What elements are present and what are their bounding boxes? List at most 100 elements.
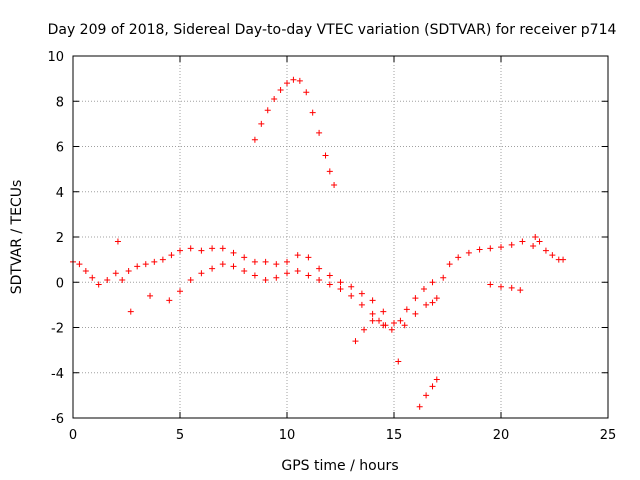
data-point: [465, 249, 472, 256]
y-tick-label: 2: [56, 231, 64, 246]
tick-labels: 0 5 10 15 20 25 -6 -4 -2 0 2 4 6 8 10: [47, 50, 616, 443]
data-point: [151, 258, 158, 265]
grid: [73, 56, 608, 418]
data-point: [219, 261, 226, 268]
data-point: [82, 267, 89, 274]
data-point: [455, 254, 462, 261]
x-tick-label: 15: [386, 428, 403, 443]
data-point: [433, 295, 440, 302]
data-point: [309, 109, 316, 116]
series-recovery: [433, 238, 526, 302]
y-axis-label: SDTVAR / TECUs: [9, 180, 25, 295]
data-point: [147, 292, 154, 299]
data-point: [262, 258, 269, 265]
data-point: [290, 76, 297, 83]
data-point: [380, 322, 387, 329]
series-main-track: [70, 245, 436, 326]
data-point: [498, 283, 504, 290]
data-point: [358, 290, 365, 297]
data-point: [369, 317, 376, 324]
data-point: [251, 258, 258, 265]
data-point: [273, 261, 280, 268]
data-point: [380, 308, 387, 315]
series-isolated: [114, 234, 539, 365]
data-point: [376, 317, 383, 324]
data-point: [198, 247, 205, 254]
data-point: [95, 281, 102, 288]
data-point: [294, 252, 301, 259]
series-dip-segment: [352, 317, 387, 345]
data-point: [397, 317, 404, 324]
data-point: [187, 276, 194, 283]
data-point: [305, 254, 312, 261]
data-point: [316, 276, 323, 283]
data-point: [159, 256, 166, 263]
data-point: [112, 270, 119, 277]
data-point: [277, 86, 284, 93]
data-point: [530, 243, 537, 250]
data-point: [241, 254, 248, 261]
data-point: [416, 403, 423, 410]
series-lower-branch: [166, 261, 395, 333]
data-point: [177, 288, 183, 295]
data-point: [241, 267, 248, 274]
data-point: [420, 286, 427, 293]
data-point: [337, 279, 344, 286]
data-point: [284, 270, 290, 277]
y-tick-label: 8: [56, 95, 64, 110]
y-tick-label: -6: [51, 412, 64, 427]
data-point: [391, 319, 397, 326]
data-point: [326, 272, 333, 279]
data-point: [331, 181, 338, 188]
x-axis-label: GPS time / hours: [281, 458, 398, 474]
data-point: [127, 308, 134, 315]
data-point: [284, 258, 290, 265]
data-point: [230, 249, 237, 256]
data-point: [412, 295, 419, 302]
data-point: [348, 283, 355, 290]
data-point: [294, 267, 301, 274]
data-point: [166, 297, 173, 304]
data-point: [209, 265, 216, 272]
data-point: [412, 310, 419, 317]
data-point: [284, 80, 290, 87]
data-point: [560, 256, 567, 263]
data-point: [440, 274, 447, 281]
data-point: [361, 326, 368, 333]
data-point: [104, 276, 111, 283]
data-point: [429, 299, 436, 306]
data-point: [369, 310, 376, 317]
data-point: [403, 306, 410, 313]
y-tick-label: -2: [51, 322, 64, 337]
data-point: [536, 238, 543, 245]
data-point: [258, 120, 265, 127]
series-end-cluster: [530, 238, 567, 263]
data-point: [369, 297, 376, 304]
data-point: [423, 301, 430, 308]
data-point: [219, 245, 226, 252]
data-point: [395, 358, 402, 365]
y-tick-label: 10: [47, 50, 64, 65]
data-point: [89, 274, 96, 281]
data-point: [114, 238, 121, 245]
series-late-lower: [401, 299, 436, 329]
data-point: [337, 286, 344, 293]
data-point: [542, 247, 549, 254]
data-point: [316, 129, 323, 136]
data-point: [271, 95, 278, 102]
data-point: [142, 261, 149, 268]
y-tick-label: -4: [51, 367, 64, 382]
data-point: [519, 238, 526, 245]
data-point: [119, 276, 126, 283]
data-point: [198, 270, 205, 277]
data-point: [549, 252, 556, 259]
series-late-drop: [416, 376, 440, 410]
y-tick-label: 6: [56, 141, 64, 156]
data-point: [498, 244, 504, 251]
y-tick-label: 0: [56, 276, 64, 291]
x-tick-label: 25: [600, 428, 617, 443]
y-tick-label: 4: [56, 186, 64, 201]
data-point: [517, 287, 524, 294]
series-high-arc: [251, 76, 338, 188]
data-point: [76, 261, 83, 268]
